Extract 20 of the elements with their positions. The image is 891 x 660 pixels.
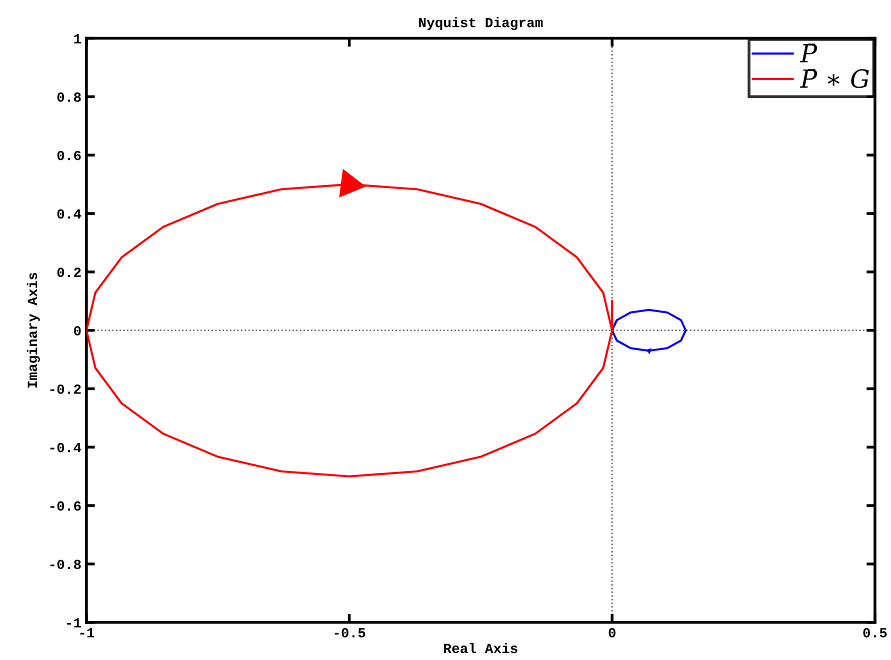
y-tick-label: 0 <box>74 326 81 336</box>
y-tick-label: 0.8 <box>57 92 81 102</box>
x-tick-label: 0 <box>608 628 616 638</box>
y-tick-label: 0.6 <box>57 150 81 160</box>
y-tick-label: 0.2 <box>57 268 81 278</box>
x-tick-label: 0.5 <box>863 628 887 638</box>
y-axis-title: Imaginary Axis <box>26 272 40 388</box>
x-tick-label: -1 <box>80 628 94 638</box>
y-tick-label: 0.4 <box>57 209 82 219</box>
y-tick-label: -0.2 <box>50 384 81 394</box>
x-tick-label: -0.5 <box>334 628 366 638</box>
y-tick-label: -1 <box>67 618 81 628</box>
y-tick-label: -0.4 <box>50 442 82 452</box>
y-tick-label: 1 <box>74 34 81 44</box>
y-tick-label: -0.6 <box>50 501 81 511</box>
legend-label: P̄ <box>800 44 818 62</box>
chart-title: Nyquist Diagram <box>419 17 543 30</box>
legend-label: P̄ ∗ G <box>800 69 869 88</box>
y-tick-label: -0.8 <box>50 560 81 570</box>
x-axis-title: Real Axis <box>444 642 518 654</box>
